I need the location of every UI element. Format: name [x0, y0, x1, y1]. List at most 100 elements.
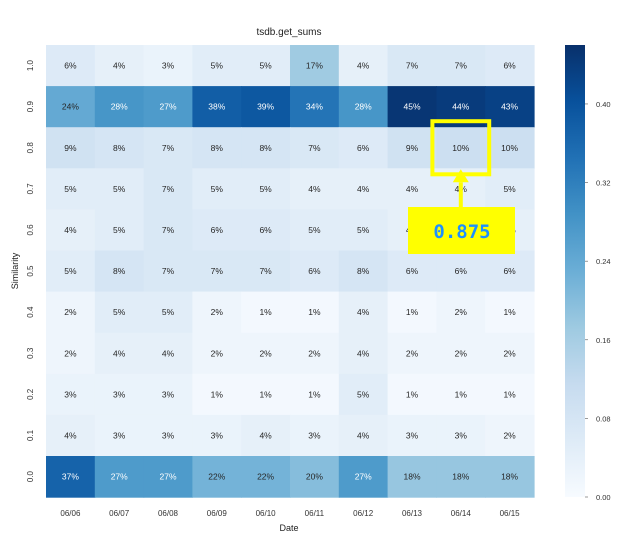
heatmap-cell: [46, 332, 96, 375]
colorbar: [565, 45, 585, 497]
cell-label: 18%: [403, 472, 420, 482]
cell-label: 7%: [162, 225, 175, 235]
x-tick-label: 06/11: [305, 509, 325, 518]
annotation-value: 0.875: [433, 221, 490, 243]
heatmap-cell: [485, 373, 535, 416]
chart-title: tsdb.get_sums: [256, 27, 321, 38]
cell-label: 1%: [211, 389, 224, 399]
cell-label: 18%: [501, 472, 518, 482]
heatmap-cell: [192, 373, 242, 416]
heatmap-cell: [192, 250, 242, 293]
x-tick-label: 06/13: [402, 509, 423, 518]
cell-label: 4%: [308, 184, 321, 194]
cell-label: 28%: [111, 102, 128, 112]
heatmap-cell: [94, 291, 145, 334]
cell-label: 45%: [403, 102, 420, 112]
heatmap-cell: [94, 86, 145, 128]
heatmap-cell: [290, 291, 340, 334]
heatmap-cell: [338, 373, 389, 416]
cell-label: 4%: [162, 348, 175, 358]
cell-label: 8%: [211, 143, 224, 153]
cell-label: 34%: [306, 102, 323, 112]
colorbar-tick-label: 0.08: [596, 414, 611, 423]
cell-label: 5%: [162, 307, 175, 317]
heatmap-cell: [192, 45, 242, 87]
heatmap-cell: [46, 373, 96, 416]
heatmap-cell: [241, 250, 291, 293]
heatmap-cell: [436, 250, 486, 293]
cell-label: 27%: [159, 102, 176, 112]
cell-label: 1%: [406, 389, 419, 399]
cell-label: 5%: [113, 184, 126, 194]
cell-label: 4%: [357, 307, 370, 317]
cell-label: 5%: [503, 184, 516, 194]
cell-label: 6%: [259, 225, 272, 235]
cell-label: 4%: [357, 61, 370, 71]
cell-label: 1%: [259, 307, 272, 317]
cell-label: 2%: [211, 307, 224, 317]
heatmap-cell: [290, 209, 340, 252]
heatmap-cell: [436, 373, 486, 416]
heatmap-cell: [192, 127, 242, 169]
heatmap-cell: [290, 456, 340, 498]
heatmap-cell: [192, 86, 242, 128]
x-tick-label: 06/08: [158, 509, 179, 518]
heatmap-cell: [46, 209, 96, 252]
cell-label: 28%: [355, 102, 372, 112]
heatmap-cell: [46, 127, 96, 169]
heatmap-cell: [143, 127, 193, 169]
cell-label: 3%: [162, 61, 175, 71]
heatmap-cell: [143, 456, 193, 498]
heatmap-cell: [94, 332, 145, 375]
heatmap-cell: [241, 127, 291, 169]
heatmap-cell: [436, 456, 486, 498]
cell-label: 5%: [357, 225, 370, 235]
heatmap-cell: [290, 127, 340, 169]
cell-label: 7%: [406, 61, 419, 71]
colorbar-tick-label: 0.40: [596, 100, 611, 109]
cell-label: 4%: [113, 61, 126, 71]
cell-label: 8%: [113, 266, 126, 276]
y-tick-label: 0.8: [26, 142, 35, 154]
cell-label: 5%: [357, 389, 370, 399]
cell-label: 9%: [64, 143, 77, 153]
cell-label: 7%: [162, 266, 175, 276]
cell-label: 6%: [455, 266, 468, 276]
cell-label: 2%: [455, 348, 468, 358]
cell-label: 27%: [355, 472, 372, 482]
heatmap-cell: [338, 332, 389, 375]
cell-label: 5%: [211, 61, 224, 71]
y-tick-labels: 1.0 0.9 0.8 0.7 0.6 0.5 0.4 0.3 0.2 0.1 0.0: [26, 59, 35, 482]
heatmap-cell: [485, 86, 535, 128]
cell-label: 5%: [113, 225, 126, 235]
cell-label: 18%: [452, 472, 469, 482]
cell-label: 6%: [308, 266, 321, 276]
cell-label: 6%: [357, 143, 370, 153]
heatmap-cell: [241, 86, 291, 128]
y-tick-label: 0.9: [26, 101, 35, 113]
heatmap-cell: [46, 250, 96, 293]
cell-label: 10%: [452, 143, 469, 153]
heatmap-cell: [241, 45, 291, 87]
cell-label: 6%: [211, 225, 224, 235]
heatmap-cell: [143, 168, 193, 210]
heatmap-cell: [387, 291, 437, 334]
x-tick-label: 06/15: [500, 509, 521, 518]
heatmap-cell: [241, 168, 291, 210]
cell-label: 7%: [162, 143, 175, 153]
cell-label: 1%: [503, 389, 516, 399]
heatmap-cell: [387, 86, 437, 128]
heatmap-cell: [338, 456, 389, 498]
heatmap-cell: [241, 332, 291, 375]
colorbar-tick-label: 0.32: [596, 179, 611, 188]
cell-label: 1%: [406, 307, 419, 317]
cell-label: 9%: [406, 143, 419, 153]
annotation: 0.875: [408, 119, 515, 254]
cell-label: 4%: [64, 430, 77, 440]
cell-label: 4%: [357, 348, 370, 358]
heatmap-cell: [290, 86, 340, 128]
heatmap-cell: [485, 456, 535, 498]
colorbar-tick-label: 0.24: [596, 257, 611, 266]
cell-label: 1%: [308, 389, 321, 399]
